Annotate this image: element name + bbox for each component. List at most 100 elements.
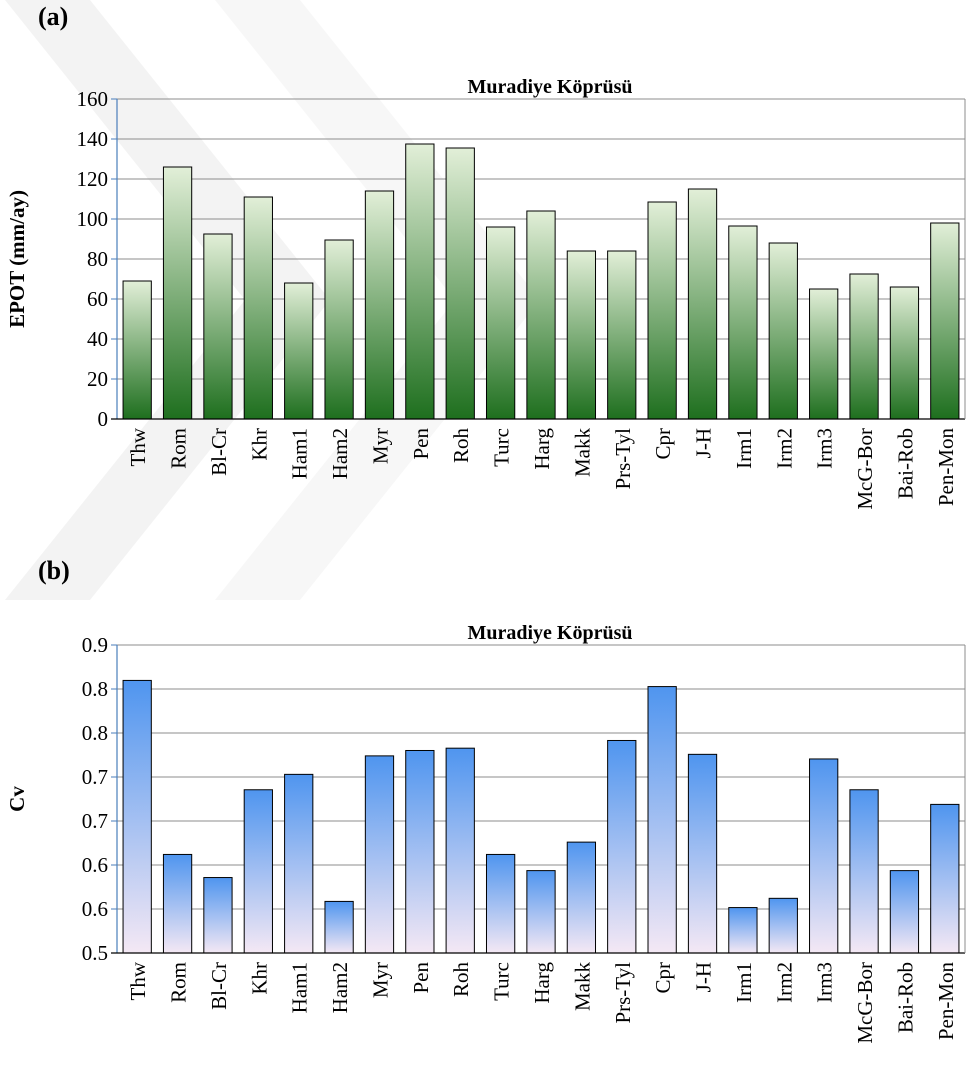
y-tick-label: 0.7 [82, 809, 108, 833]
bar-cpr [647, 686, 677, 954]
bar-irm1 [728, 225, 758, 420]
bar-bai-rob [889, 870, 920, 954]
bar-prs-tyl [607, 250, 637, 420]
bar-j-h [687, 753, 718, 954]
y-axis-label: EPOT (mm/ay) [5, 190, 29, 328]
bar-pen [405, 749, 435, 954]
x-tick-label: J-H [692, 428, 716, 458]
y-tick-label: 160 [77, 87, 109, 111]
x-tick-label: J-H [692, 962, 716, 992]
bar-harg [526, 870, 556, 954]
bar-ham1 [284, 773, 314, 954]
x-tick-label: Khr [247, 428, 271, 461]
bar-thw [122, 280, 152, 420]
bar-roh [445, 147, 475, 420]
bar-pen-mon [930, 222, 960, 420]
y-tick-label: 0.9 [82, 633, 108, 657]
bar-rom [162, 166, 193, 420]
x-tick-label: Rom [167, 962, 191, 1003]
bar-prs-tyl [607, 739, 637, 954]
bar-thw [122, 679, 152, 954]
bar-pen [405, 143, 435, 420]
bar-mcg-bor [849, 273, 879, 420]
bar-ham1 [284, 282, 314, 420]
x-tick-label: Cpr [651, 962, 675, 994]
chart-title: Muradiye Köprüsü [467, 622, 632, 644]
y-tick-label: 140 [77, 127, 109, 151]
x-tick-label: Makk [570, 428, 594, 477]
bar-roh [445, 747, 475, 954]
x-tick-label: Thw [126, 427, 150, 466]
bar-rom [162, 853, 193, 954]
x-tick-label: Irm1 [732, 428, 756, 469]
bar-myr [364, 190, 395, 420]
x-tick-label: Irm2 [772, 962, 796, 1003]
bar-irm2 [768, 897, 798, 954]
x-tick-label: Pen [409, 962, 433, 994]
x-tick-label: Cpr [651, 428, 675, 460]
y-tick-label: 40 [87, 327, 108, 351]
x-tick-label: Prs-Tyl [611, 428, 635, 490]
x-tick-label: Pen-Mon [934, 428, 958, 507]
y-tick-label: 80 [87, 247, 108, 271]
bar-pen-mon [930, 803, 960, 954]
bar-harg [526, 210, 556, 420]
chart-title: Muradiye Köprüsü [467, 76, 632, 98]
x-tick-label: Irm3 [813, 962, 837, 1003]
y-tick-label: 120 [77, 167, 109, 191]
bar-khr [243, 196, 273, 420]
x-tick-label: Ham2 [328, 962, 352, 1013]
bar-bai-rob [889, 286, 920, 420]
y-tick-label: 0.7 [82, 765, 108, 789]
x-tick-label: Bl-Cr [207, 428, 231, 476]
x-tick-label: Prs-Tyl [611, 962, 635, 1024]
y-tick-label: 20 [87, 367, 108, 391]
x-tick-label: Bai-Rob [893, 962, 917, 1033]
x-tick-label: Thw [126, 961, 150, 1000]
x-tick-label: Bl-Cr [207, 962, 231, 1010]
bar-irm3 [809, 758, 839, 954]
bar-khr [243, 789, 273, 954]
x-tick-label: Ham2 [328, 428, 352, 479]
y-tick-label: 0.6 [82, 853, 108, 877]
bar-turc [485, 853, 516, 954]
x-tick-label: Roh [449, 428, 473, 464]
x-tick-label: Ham1 [288, 962, 312, 1013]
x-tick-label: Turc [490, 428, 514, 467]
x-tick-label: Harg [530, 428, 554, 470]
x-tick-label: McG-Bor [853, 428, 877, 510]
y-tick-label: 0.6 [82, 897, 108, 921]
x-tick-label: Myr [368, 962, 392, 998]
x-tick-label: Roh [449, 962, 473, 998]
x-tick-label: McG-Bor [853, 962, 877, 1044]
x-tick-label: Irm1 [732, 962, 756, 1003]
bar-makk [566, 841, 597, 954]
bar-bl-cr [203, 233, 233, 420]
y-tick-label: 100 [77, 207, 109, 231]
bar-bl-cr [203, 877, 233, 954]
bar-makk [566, 250, 597, 420]
bar-irm2 [768, 242, 798, 420]
bar-irm3 [809, 288, 839, 420]
x-tick-label: Harg [530, 962, 554, 1004]
y-axis-label: Cv [5, 786, 29, 812]
x-tick-label: Irm2 [772, 428, 796, 469]
x-tick-label: Turc [490, 962, 514, 1001]
panel-label-a: (a) [38, 2, 69, 31]
bar-irm1 [728, 907, 758, 954]
x-tick-label: Rom [167, 428, 191, 469]
panel-label-b: (b) [38, 556, 70, 585]
x-tick-label: Pen-Mon [934, 962, 958, 1041]
bar-ham2 [324, 239, 354, 420]
y-tick-label: 60 [87, 287, 108, 311]
y-tick-label: 0.8 [82, 677, 108, 701]
bar-turc [485, 226, 516, 420]
x-tick-label: Pen [409, 428, 433, 460]
y-tick-label: 0.8 [82, 721, 108, 745]
x-tick-label: Ham1 [288, 428, 312, 479]
bar-ham2 [324, 900, 354, 954]
bar-mcg-bor [849, 789, 879, 954]
x-tick-label: Makk [570, 962, 594, 1011]
x-tick-label: Irm3 [813, 428, 837, 469]
